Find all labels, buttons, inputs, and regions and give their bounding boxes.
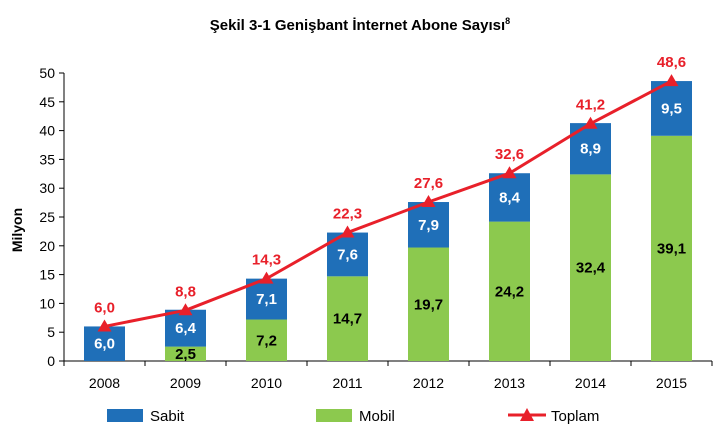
label-mobil: 2,5 bbox=[175, 346, 196, 363]
bar-sabit bbox=[165, 309, 206, 347]
data-labels: 6,0 2,5 6,4 7,2 7,1 14,7 7,6 19,7 7,9 24,2 8,4 32,4… bbox=[94, 54, 686, 363]
label-sabit: 9,5 bbox=[661, 100, 682, 117]
y-tick-label: 25 bbox=[39, 209, 55, 225]
label-total: 48,6 bbox=[657, 54, 686, 71]
legend-swatch-mobil bbox=[316, 409, 352, 422]
legend-marker-toplam bbox=[520, 408, 534, 421]
total-marker bbox=[502, 166, 517, 179]
label-sabit: 7,1 bbox=[256, 291, 277, 308]
x-tick-label: 2011 bbox=[332, 375, 362, 391]
label-total: 41,2 bbox=[576, 97, 605, 114]
y-tick-label: 5 bbox=[47, 324, 55, 340]
y-tick-label: 10 bbox=[39, 295, 55, 311]
y-tick-label: 30 bbox=[39, 180, 55, 196]
label-mobil: 19,7 bbox=[414, 296, 443, 313]
label-mobil: 32,4 bbox=[576, 260, 606, 277]
label-total: 22,3 bbox=[333, 206, 362, 223]
bar-sabit bbox=[84, 326, 125, 361]
legend-label-sabit: Sabit bbox=[150, 408, 185, 425]
label-mobil: 24,2 bbox=[495, 283, 524, 300]
chart-title-text: Şekil 3-1 Genişbant İnternet Abone Sayıs… bbox=[210, 17, 505, 34]
y-tick-label: 45 bbox=[39, 94, 55, 110]
total-marker bbox=[259, 271, 274, 284]
label-total: 14,3 bbox=[252, 252, 281, 269]
total-marker bbox=[340, 225, 355, 238]
label-sabit: 6,4 bbox=[175, 320, 197, 337]
label-sabit: 7,9 bbox=[418, 217, 439, 234]
x-tick-label: 2015 bbox=[656, 375, 687, 391]
chart-title: Şekil 3-1 Genişbant İnternet Abone Sayıs… bbox=[210, 16, 510, 34]
axes: 0 5 10 15 20 25 30 35 40 45 50 2008 2009 2010 2011 2012… bbox=[39, 65, 713, 391]
x-tick-label: 2013 bbox=[494, 375, 525, 391]
y-tick-label: 50 bbox=[39, 65, 55, 81]
legend-swatch-sabit bbox=[107, 409, 143, 422]
label-sabit: 8,4 bbox=[499, 189, 521, 206]
y-axis-label: Milyon bbox=[9, 208, 25, 252]
label-total: 27,6 bbox=[414, 175, 443, 192]
bar-mobil bbox=[570, 174, 611, 361]
x-tick-label: 2008 bbox=[89, 375, 120, 391]
x-tick-label: 2009 bbox=[170, 375, 201, 391]
label-sabit: 7,6 bbox=[337, 246, 358, 263]
legend-label-toplam: Toplam bbox=[551, 408, 599, 425]
label-sabit: 8,9 bbox=[580, 141, 601, 158]
y-tick-label: 35 bbox=[39, 151, 55, 167]
bars bbox=[84, 81, 692, 361]
bar-mobil bbox=[489, 221, 530, 361]
total-marker bbox=[421, 195, 436, 208]
x-tick-label: 2012 bbox=[413, 375, 444, 391]
label-total: 6,0 bbox=[94, 299, 115, 316]
total-polyline bbox=[104, 79, 673, 328]
bar-mobil bbox=[165, 346, 206, 361]
chart-title-superscript: 8 bbox=[505, 16, 510, 26]
label-mobil: 14,7 bbox=[333, 311, 362, 328]
x-tick-label: 2010 bbox=[251, 375, 282, 391]
bar-sabit bbox=[651, 81, 692, 136]
total-marker bbox=[664, 74, 679, 87]
label-total: 8,8 bbox=[175, 283, 196, 300]
label-total: 32,6 bbox=[495, 146, 524, 163]
bar-mobil bbox=[327, 276, 368, 361]
bar-mobil bbox=[651, 135, 692, 361]
legend-label-mobil: Mobil bbox=[359, 408, 395, 425]
total-marker bbox=[178, 303, 193, 316]
total-marker bbox=[97, 319, 112, 332]
y-tick-label: 20 bbox=[39, 238, 55, 254]
y-tick-label: 0 bbox=[47, 353, 55, 369]
bar-sabit bbox=[408, 202, 449, 248]
total-marker bbox=[583, 116, 598, 129]
x-tick-label: 2014 bbox=[575, 375, 606, 391]
label-mobil: 7,2 bbox=[256, 332, 277, 349]
y-tick-label: 40 bbox=[39, 123, 55, 139]
label-mobil: 39,1 bbox=[657, 240, 686, 257]
bar-mobil bbox=[246, 319, 287, 361]
bar-sabit bbox=[489, 173, 530, 222]
y-tick-label: 15 bbox=[39, 267, 55, 283]
total-line bbox=[97, 74, 679, 332]
label-sabit: 6,0 bbox=[94, 336, 115, 353]
bar-mobil bbox=[408, 247, 449, 361]
legend: Sabit Mobil Toplam bbox=[107, 408, 599, 425]
